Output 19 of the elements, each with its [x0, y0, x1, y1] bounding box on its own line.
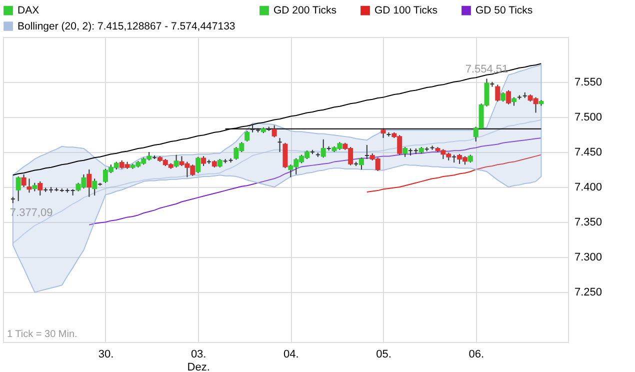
legend-label: GD 100 Ticks	[374, 4, 438, 17]
y-tick-label: 7.250	[574, 286, 602, 299]
legend-label: GD 200 Ticks	[274, 4, 337, 17]
x-tick-label: 04.	[284, 348, 299, 360]
y-tick-label: 7.400	[574, 182, 602, 194]
y-tick-label: 7.350	[574, 216, 602, 229]
x-tick-label: 05.	[376, 348, 392, 360]
annotation: 7.554,51	[465, 64, 508, 76]
x-tick-label: 06.	[468, 348, 484, 360]
y-tick-label: 7.450	[574, 146, 602, 158]
annotation: 1 Tick = 30 Min.	[7, 329, 78, 340]
x-tick-label: 30.	[98, 348, 114, 360]
x-tick-label: 03. Dez.	[187, 348, 210, 372]
y-tick-label: 7.550	[574, 76, 602, 88]
legend-label: GD 50 Ticks	[476, 4, 533, 17]
legend-label: DAX	[18, 4, 40, 17]
y-tick-label: 7.500	[574, 111, 602, 124]
legend-label: Bollinger (20, 2): 7.415,128867 - 7.574,447133	[18, 20, 236, 32]
y-tick-label: 7.300	[574, 252, 602, 264]
